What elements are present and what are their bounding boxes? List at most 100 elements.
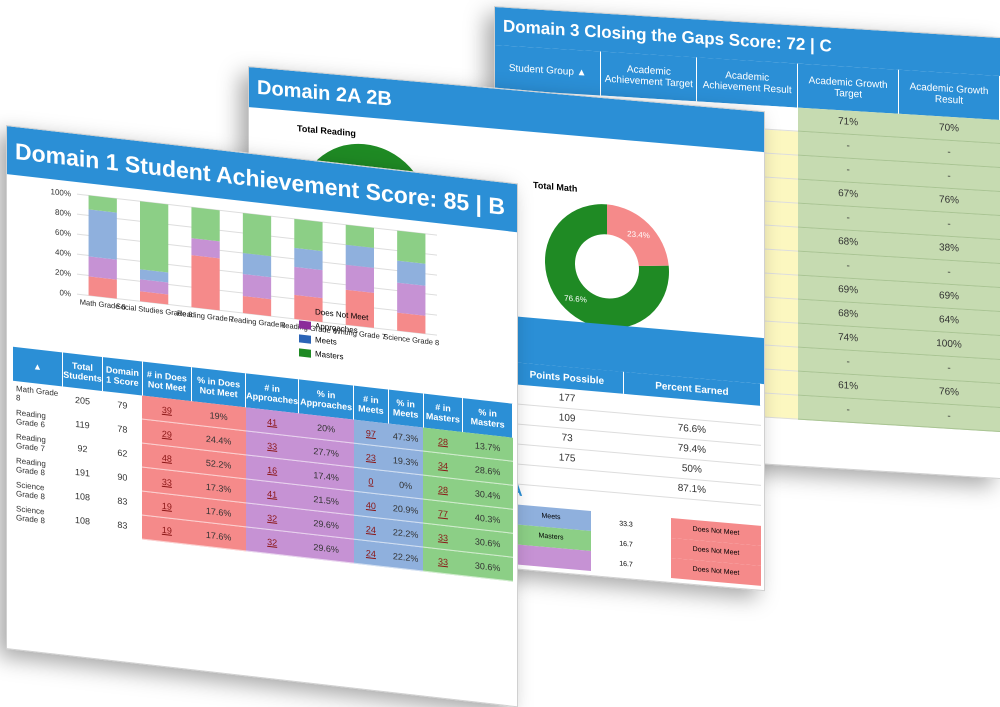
level-bar-number: 33.3 <box>619 519 633 529</box>
bar-segment-approaches[interactable] <box>140 279 169 295</box>
count-link[interactable]: 0 <box>368 475 374 487</box>
count-link[interactable]: 41 <box>267 416 278 428</box>
subject-cell: Science Grade 8 <box>13 500 63 530</box>
bar-segment-does-not-meet[interactable] <box>191 255 220 311</box>
bar-segment-meets[interactable] <box>397 260 426 286</box>
bar-segment-masters[interactable] <box>140 201 169 273</box>
count-link[interactable]: 29 <box>161 428 172 440</box>
y-tick-label: 80% <box>55 208 71 219</box>
math-slice-label: 23.4% <box>627 229 650 240</box>
y-tick-label: 100% <box>51 187 71 198</box>
sort-ascending-icon[interactable]: ▲ <box>13 346 63 387</box>
col-header[interactable]: % in Meets <box>388 389 424 428</box>
math-slice-label: 76.6% <box>564 294 587 305</box>
bar-segment-does-not-meet[interactable] <box>140 291 169 305</box>
count-link[interactable]: 24 <box>365 523 376 535</box>
col-student-group[interactable]: Student Group ▲ <box>495 45 601 96</box>
bar-segment-approaches[interactable] <box>191 238 220 259</box>
value-cell: 33 <box>423 547 463 576</box>
math-slice-0 <box>545 204 669 329</box>
bar-segment-masters[interactable] <box>397 230 426 264</box>
bar-segment-approaches[interactable] <box>345 264 375 293</box>
bar-segment-does-not-meet[interactable] <box>88 276 117 299</box>
count-link[interactable]: 23 <box>365 451 376 463</box>
count-link[interactable]: 33 <box>161 476 172 488</box>
col-ach-target[interactable]: Academic Achievement Target <box>600 51 697 102</box>
bar-segment-meets[interactable] <box>88 209 117 260</box>
bar-segment-masters[interactable] <box>345 224 375 248</box>
count-link[interactable]: 19 <box>161 524 172 536</box>
value-cell: 22.2% <box>388 543 424 572</box>
value-cell: 108 <box>62 505 103 535</box>
count-link[interactable]: 33 <box>267 440 278 452</box>
bar-segment-does-not-meet[interactable] <box>397 312 426 334</box>
level-bar-number: 16.7 <box>619 559 633 569</box>
count-link[interactable]: 33 <box>437 531 448 543</box>
legend-swatch <box>299 348 311 358</box>
count-link[interactable]: 48 <box>161 452 172 464</box>
bar-segment-approaches[interactable] <box>397 282 426 316</box>
growth-target-cell: - <box>797 395 899 426</box>
count-link[interactable]: 40 <box>365 499 376 511</box>
points-table: Points Possible Percent Earned 177 109 76.… <box>511 362 761 506</box>
count-link[interactable]: 24 <box>365 547 376 559</box>
count-link[interactable]: 39 <box>161 404 172 416</box>
value-cell: 24 <box>353 539 389 568</box>
col-header[interactable]: Domain 1 Score <box>102 356 143 396</box>
legend-swatch <box>299 306 311 316</box>
count-link[interactable]: 28 <box>437 435 448 447</box>
y-tick-label: 20% <box>55 268 71 279</box>
value-cell: 30.6% <box>462 551 513 582</box>
value-cell: 83 <box>102 510 143 540</box>
bar-segment-masters[interactable] <box>88 195 117 213</box>
count-link[interactable]: 16 <box>267 464 278 476</box>
bar-segment-meets[interactable] <box>345 244 375 268</box>
bar-segment-masters[interactable] <box>294 218 323 252</box>
y-tick-label: 40% <box>55 248 71 259</box>
y-tick-label: 60% <box>55 228 71 239</box>
count-link[interactable]: 32 <box>267 536 278 548</box>
sort-ascending-icon[interactable]: ▲ <box>576 66 587 79</box>
bar-segment-does-not-meet[interactable] <box>242 295 272 317</box>
col-header[interactable]: Total Students <box>62 352 103 391</box>
count-link[interactable]: 19 <box>161 500 172 512</box>
legend-swatch <box>299 334 311 344</box>
bar-segment-meets[interactable] <box>140 269 169 283</box>
count-link[interactable]: 77 <box>437 507 448 519</box>
value-cell: 17.6% <box>191 520 246 551</box>
col-growth-target[interactable]: Academic Growth Target <box>797 63 899 114</box>
value-cell: 29.6% <box>298 532 354 564</box>
count-link[interactable]: 28 <box>437 483 448 495</box>
count-link[interactable]: 32 <box>267 512 278 524</box>
bar-segment-meets[interactable] <box>294 247 323 271</box>
bar-segment-approaches[interactable] <box>294 266 323 299</box>
legend-swatch <box>299 320 311 330</box>
count-link[interactable]: 97 <box>365 427 376 439</box>
bar-segment-approaches[interactable] <box>88 256 117 280</box>
level-bars: Meets 33.3 Does Not Meet Masters 16.7 Does No… <box>511 504 761 586</box>
col-header[interactable]: # in Does Not Meet <box>142 361 192 402</box>
bar-segment-masters[interactable] <box>242 212 272 257</box>
count-link[interactable]: 34 <box>437 459 448 471</box>
col-header[interactable]: % in Masters <box>462 398 513 438</box>
domain1-panel: Domain 1 Student Achievement Score: 85 |… <box>6 125 518 707</box>
bar-segment-does-not-meet[interactable] <box>345 289 375 328</box>
count-link[interactable]: 33 <box>437 555 448 567</box>
col-growth-result[interactable]: Academic Growth Result <box>898 69 1000 120</box>
value-cell: 32 <box>245 526 299 557</box>
col-header[interactable]: # in Masters <box>423 393 463 433</box>
col-ach-result[interactable]: Academic Achievement Result <box>696 57 798 108</box>
math-slice-1 <box>607 204 669 266</box>
y-tick-label: 0% <box>59 288 71 298</box>
bar-segment-approaches[interactable] <box>242 273 272 300</box>
bar-segment-meets[interactable] <box>242 252 272 278</box>
value-cell: 19 <box>142 515 192 545</box>
math-donut: 76.6% 23.4% <box>545 204 669 329</box>
chart-legend: Does Not Meet Approaches Meets Masters <box>299 303 368 367</box>
growth-result-cell: - <box>898 401 1000 432</box>
col-header[interactable]: # in Meets <box>353 385 389 424</box>
level-bar-number: 16.7 <box>619 539 633 549</box>
bar-segment-masters[interactable] <box>191 207 220 242</box>
count-link[interactable]: 41 <box>267 488 278 500</box>
